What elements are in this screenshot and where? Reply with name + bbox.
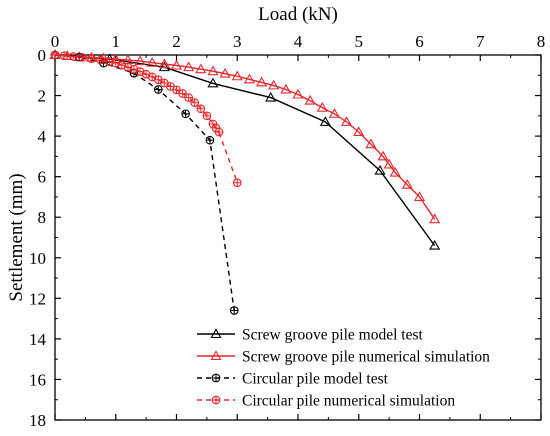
x-tick-label: 7: [476, 32, 485, 51]
data-point: [178, 89, 187, 98]
data-point: [377, 150, 389, 161]
data-point: [184, 93, 193, 102]
y-tick-label: 12: [29, 289, 46, 308]
data-point: [59, 51, 69, 60]
data-point: [146, 56, 158, 67]
data-point: [383, 158, 395, 169]
data-point: [207, 65, 219, 76]
data-point: [265, 91, 277, 102]
data-point: [256, 76, 268, 87]
data-point: [153, 85, 163, 94]
series-layer: [49, 49, 441, 315]
data-point: [319, 116, 331, 126]
x-tick-label: 8: [537, 32, 546, 51]
data-point: [134, 55, 146, 66]
data-point: [87, 54, 96, 64]
y-axis-title: Settlement (mm): [6, 173, 27, 301]
series-2: [49, 49, 441, 224]
legend-label: Circular pile model test: [242, 371, 389, 388]
legend-marker: [210, 350, 222, 361]
data-point: [170, 59, 183, 70]
x-tick-label: 2: [172, 32, 181, 51]
series-line: [54, 54, 235, 311]
data-point: [202, 111, 212, 121]
data-point: [214, 127, 224, 137]
data-point: [207, 77, 219, 88]
data-point: [292, 88, 304, 99]
y-tick-label: 4: [38, 127, 47, 146]
data-point: [413, 191, 426, 201]
series-line: [54, 54, 436, 220]
y-tick-label: 0: [38, 46, 47, 65]
data-point: [365, 138, 377, 149]
data-point: [280, 83, 292, 94]
data-point: [50, 50, 60, 60]
legend: Screw groove pile model test Screw groove…: [197, 327, 490, 410]
data-point: [68, 52, 78, 61]
data-point: [316, 102, 328, 112]
data-point: [429, 239, 441, 250]
data-point: [429, 213, 441, 224]
data-point: [341, 116, 353, 126]
y-tick-label: 14: [29, 330, 47, 349]
x-tick-label: 6: [415, 32, 424, 51]
data-point: [229, 306, 239, 315]
data-point: [196, 104, 206, 114]
y-tick-label: 18: [29, 411, 46, 430]
x-tick-label: 3: [233, 32, 242, 51]
series-1: [49, 49, 441, 250]
x-tick-label: 5: [355, 32, 364, 51]
x-axis-title: Load (kN): [258, 4, 338, 25]
data-point: [158, 58, 170, 69]
legend-label: Screw groove pile model test: [242, 327, 423, 344]
x-tick-label: 4: [294, 32, 303, 51]
data-point: [353, 126, 365, 137]
data-point: [195, 63, 207, 74]
data-point: [231, 70, 243, 81]
x-tick-label: 0: [51, 32, 60, 51]
y-tick-label: 6: [38, 168, 47, 187]
legend-marker: [211, 373, 221, 383]
y-tick-label: 10: [29, 249, 46, 268]
data-point: [374, 164, 386, 175]
series-4: [50, 50, 242, 188]
legend-label: Circular pile numerical simulation: [242, 393, 455, 410]
data-point: [389, 166, 401, 177]
data-point: [219, 67, 231, 78]
data-point: [304, 94, 316, 105]
data-point: [243, 73, 255, 84]
data-point: [232, 178, 242, 188]
data-point: [183, 61, 195, 72]
legend-marker: [211, 395, 221, 405]
data-point: [181, 109, 190, 119]
data-point: [77, 53, 87, 62]
data-point: [158, 61, 170, 72]
data-point: [190, 98, 200, 108]
data-point: [328, 108, 340, 118]
series-3: [50, 50, 239, 315]
y-tick-label: 2: [38, 87, 47, 106]
data-point: [401, 179, 413, 189]
legend-marker: [210, 328, 222, 339]
x-tick-label: 1: [112, 32, 121, 51]
legend-label: Screw groove pile numerical simulation: [242, 349, 490, 366]
data-point: [205, 135, 215, 145]
y-tick-label: 16: [29, 370, 46, 389]
data-point: [96, 55, 105, 65]
data-point: [268, 79, 280, 90]
y-tick-label: 8: [38, 208, 47, 227]
